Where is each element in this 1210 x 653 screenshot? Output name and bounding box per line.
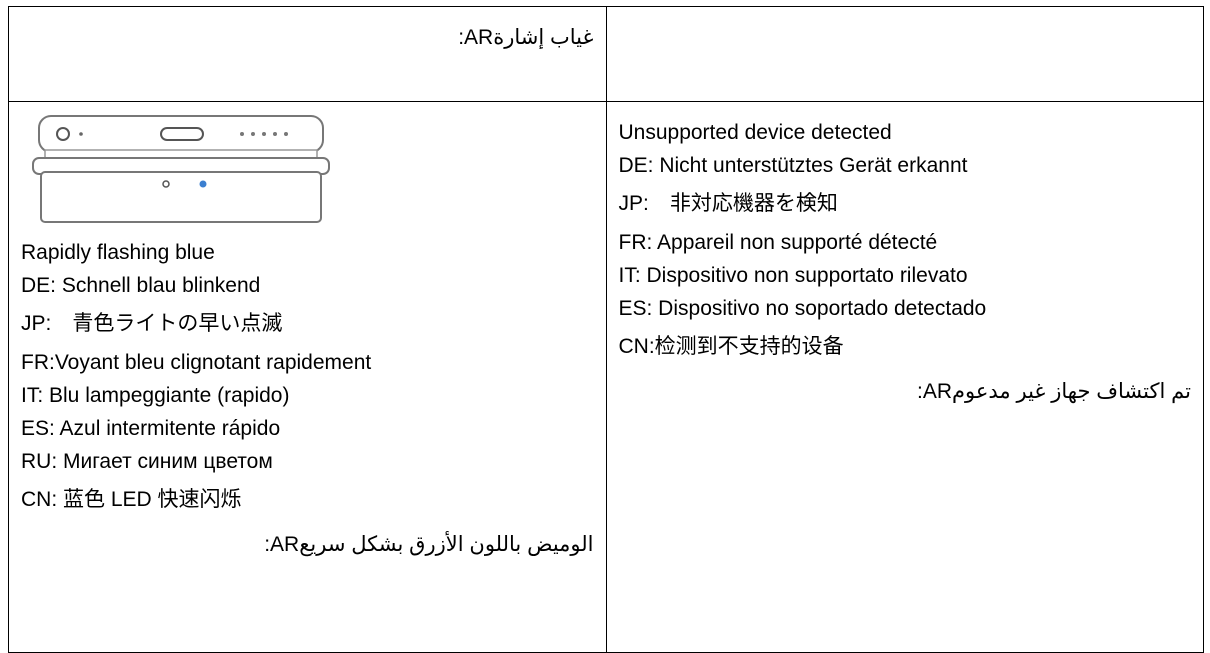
cell-text: JP: 青色ライトの早い点滅 bbox=[21, 312, 283, 335]
cell-text: :ARالوميض باللون الأزرق بشكل سريع bbox=[264, 533, 594, 556]
cell-text: ES: Azul intermitente rápido bbox=[21, 417, 281, 440]
cell-text: IT: Blu lampeggiante (rapido) bbox=[21, 384, 290, 407]
cell-text: CN:检测到不支持的设备 bbox=[618, 335, 844, 358]
cell-text: IT: Dispositivo non supportato rilevato bbox=[618, 264, 968, 287]
cell-text: JP: 非対応機器を検知 bbox=[618, 192, 838, 215]
cell-text: FR:Voyant bleu clignotant rapidement bbox=[21, 351, 372, 374]
cell-text: RU: Мигает синим цветом bbox=[21, 450, 273, 473]
cell-text: :ARغياب إشارة bbox=[458, 26, 594, 49]
status-table: :ARغياب إشارة Rapidly flashing blue DE: S… bbox=[8, 6, 1204, 653]
cell-text: ES: Dispositivo no soportado detectado bbox=[618, 297, 987, 320]
cell-text: Rapidly flashing blue bbox=[21, 241, 215, 264]
device-illustration bbox=[32, 115, 330, 223]
cell-text: DE: Nicht unterstütztes Gerät erkannt bbox=[618, 154, 968, 177]
cell-text: Unsupported device detected bbox=[618, 121, 892, 144]
cell-text: DE: Schnell blau blinkend bbox=[21, 274, 261, 297]
table-cell: :ARغياب إشارة bbox=[8, 6, 607, 102]
table-row: :ARغياب إشارة bbox=[8, 6, 1204, 102]
table-cell bbox=[605, 6, 1204, 102]
table-cell: Rapidly flashing blue DE: Schnell blau bl… bbox=[8, 101, 607, 653]
cell-text: CN: 蓝色 LED 快速闪烁 bbox=[21, 488, 242, 511]
cell-text: FR: Appareil non supporté détecté bbox=[618, 231, 938, 254]
cell-text: :ARتم اكتشاف جهاز غير مدعوم bbox=[916, 380, 1191, 403]
table-row: Rapidly flashing blue DE: Schnell blau bl… bbox=[8, 101, 1204, 653]
table-cell: Unsupported device detected DE: Nicht unt… bbox=[605, 101, 1204, 653]
